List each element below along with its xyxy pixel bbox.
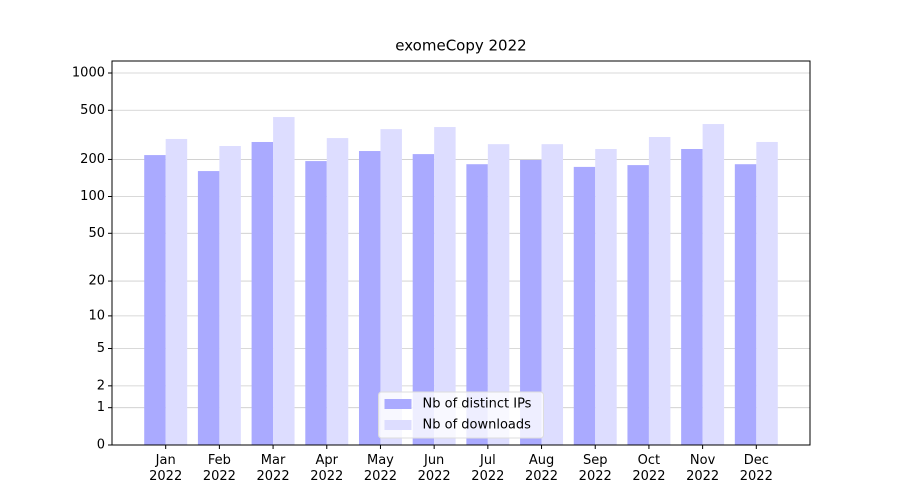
x-tick-label: Aug 2022 xyxy=(524,453,559,484)
y-tick-label: 200 xyxy=(80,152,105,167)
chart-title: exomeCopy 2022 xyxy=(395,37,526,55)
bar xyxy=(326,138,349,446)
bar xyxy=(165,138,188,446)
bar xyxy=(702,124,725,445)
bar xyxy=(627,165,649,445)
x-tick-label: Dec 2022 xyxy=(739,453,773,484)
legend-swatch xyxy=(384,399,412,409)
bar xyxy=(466,164,488,445)
y-tick-label: 0 xyxy=(97,438,105,453)
y-tick-label: 1 xyxy=(97,400,105,415)
y-tick-label: 20 xyxy=(88,274,105,289)
bar xyxy=(573,166,596,445)
y-tick-label: 1000 xyxy=(72,66,105,81)
bar xyxy=(487,144,510,445)
x-tick-label: Jan 2022 xyxy=(149,453,183,484)
bar xyxy=(434,127,456,446)
y-tick-label: 50 xyxy=(88,226,105,241)
bar xyxy=(358,151,381,445)
bar xyxy=(219,146,241,445)
bar xyxy=(412,154,435,446)
y-tick-label: 10 xyxy=(88,308,105,323)
x-tick-label: Feb 2022 xyxy=(202,453,236,484)
x-tick-label: May 2022 xyxy=(363,453,397,484)
bar xyxy=(520,159,542,445)
bar xyxy=(756,141,778,445)
legend-label: Nb of downloads xyxy=(423,418,532,433)
x-tick-label: Jun 2022 xyxy=(417,453,451,484)
legend-box xyxy=(378,391,544,439)
plot-frame xyxy=(111,60,811,446)
bar xyxy=(251,141,274,445)
legend-swatch xyxy=(384,420,412,430)
y-tick-label: 500 xyxy=(80,103,105,118)
bar xyxy=(681,149,703,446)
bar xyxy=(648,136,671,445)
x-tick-label: Mar 2022 xyxy=(256,453,290,484)
x-tick-label: Oct 2022 xyxy=(632,453,666,484)
x-tick-label: Apr 2022 xyxy=(310,453,344,484)
bar xyxy=(734,164,757,445)
legend-label: Nb of distinct IPs xyxy=(423,397,532,412)
bar xyxy=(595,149,617,446)
bar xyxy=(380,129,402,445)
bar xyxy=(541,144,564,445)
x-tick-label: Sep 2022 xyxy=(578,453,612,484)
y-tick-label: 5 xyxy=(97,341,105,356)
bar xyxy=(305,161,327,445)
bar xyxy=(273,117,295,446)
bar xyxy=(144,155,166,445)
y-tick-label: 100 xyxy=(80,189,105,204)
x-tick-label: Nov 2022 xyxy=(686,453,720,484)
bar xyxy=(197,171,220,446)
x-tick-label: Jul 2022 xyxy=(471,453,505,484)
y-tick-label: 2 xyxy=(97,378,105,393)
